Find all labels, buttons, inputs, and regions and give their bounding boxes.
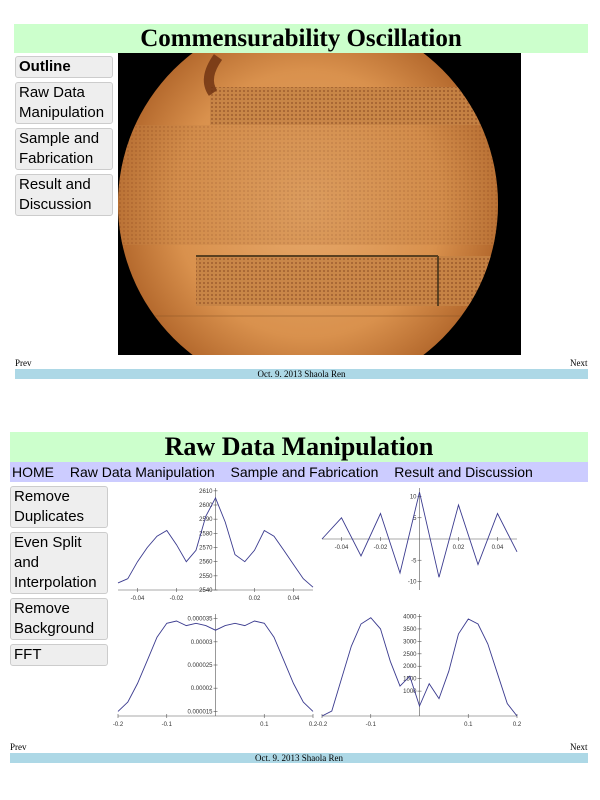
slide1-title: Commensurability Oscillation [14, 24, 588, 53]
y-tick-label: 2610 [199, 489, 213, 495]
y-tick-label: 0.00003 [191, 640, 213, 646]
sidebar-item-fft[interactable]: FFT [10, 644, 108, 666]
x-tick-label: 0.04 [492, 545, 504, 551]
y-tick-label: 2550 [199, 574, 213, 580]
footer: Oct. 9. 2013 Shaola Ren [15, 369, 588, 379]
footer: Oct. 9. 2013 Shaola Ren [10, 753, 588, 763]
series-line [117, 620, 314, 712]
x-tick-label: -0.1 [366, 722, 377, 728]
y-tick-label: 2560 [199, 560, 213, 566]
y-tick-label: 0.000025 [187, 663, 213, 669]
next-link[interactable]: Next [570, 358, 588, 368]
plot-fft: -0.2 -0.1 0.1 0.2 1000 1500 2000 2500 3000 3500 40… [317, 614, 521, 728]
plot-oscillation: -0.04 -0.02 0.02 0.04 -10 -5 5 10 [321, 488, 518, 590]
x-tick-label: 0.2 [513, 722, 521, 728]
series-line [321, 617, 518, 717]
sidebar-item-even-split[interactable]: Even Split and Interpolation [10, 532, 108, 594]
y-tick-label: 10 [410, 495, 417, 501]
y-tick-label: 1500 [403, 677, 417, 683]
y-tick-label: 0.00002 [191, 686, 213, 692]
x-tick-label: -0.02 [170, 596, 184, 602]
sidebar-item-raw-data[interactable]: Raw Data Manipulation [15, 82, 113, 124]
sidebar-item-remove-background[interactable]: Remove Background [10, 598, 108, 640]
y-tick-label: -10 [408, 580, 417, 586]
plot-raw-data: -0.04 -0.02 0.02 0.04 2540 2550 2560 2570 2580 25… [117, 488, 314, 602]
plot-background-removed: -0.2 -0.1 0.1 0.2 0.000015 0.00002 0.000025 0.0… [113, 614, 317, 728]
y-tick-label: 2570 [199, 546, 213, 552]
y-tick-label: 2590 [199, 517, 213, 523]
x-tick-label: -0.2 [113, 722, 124, 728]
series-line [321, 492, 518, 578]
microscope-photo [118, 53, 521, 355]
y-tick-label: 3000 [403, 639, 417, 645]
y-tick-label: 5 [413, 516, 417, 522]
x-tick-label: 0.1 [464, 722, 473, 728]
x-tick-label: 0.02 [249, 596, 261, 602]
x-tick-label: 0.2 [309, 722, 317, 728]
slide2-title: Raw Data Manipulation [10, 432, 588, 462]
x-tick-label: -0.02 [374, 545, 388, 551]
next-link[interactable]: Next [570, 742, 588, 752]
x-tick-label: 0.04 [288, 596, 300, 602]
sidebar-item-sample[interactable]: Sample and Fabrication [15, 128, 113, 170]
nav-sample[interactable]: Sample and Fabrication [230, 464, 379, 480]
y-tick-label: 3500 [403, 627, 417, 633]
y-tick-label: -5 [411, 558, 417, 564]
y-tick-label: 2600 [199, 503, 213, 509]
y-tick-label: 1000 [403, 689, 417, 695]
sidebar-item-outline[interactable]: Outline [15, 56, 113, 78]
nav-raw-data[interactable]: Raw Data Manipulation [69, 464, 215, 480]
x-tick-label: 0.1 [260, 722, 269, 728]
x-tick-label: -0.04 [131, 596, 145, 602]
top-nav: HOME Raw Data Manipulation Sample and Fa… [10, 462, 588, 482]
y-tick-label: 4000 [403, 614, 417, 620]
series-line [117, 496, 314, 588]
nav-result[interactable]: Result and Discussion [394, 464, 533, 480]
prev-link[interactable]: Prev [10, 742, 27, 752]
x-tick-label: 0.02 [453, 545, 465, 551]
y-tick-label: 2580 [199, 531, 213, 537]
prev-link[interactable]: Prev [15, 358, 32, 368]
y-tick-label: 2540 [199, 588, 213, 594]
sidebar-item-result[interactable]: Result and Discussion [15, 174, 113, 216]
y-tick-label: 2500 [403, 652, 417, 658]
y-tick-label: 0.000015 [187, 709, 213, 715]
x-tick-label: -0.04 [335, 545, 349, 551]
x-tick-label: -0.2 [317, 722, 328, 728]
sidebar-item-remove-duplicates[interactable]: Remove Duplicates [10, 486, 108, 528]
y-tick-label: 2000 [403, 664, 417, 670]
x-tick-label: -0.1 [162, 722, 173, 728]
nav-home[interactable]: HOME [12, 464, 54, 480]
y-tick-label: 0.000035 [187, 617, 213, 623]
